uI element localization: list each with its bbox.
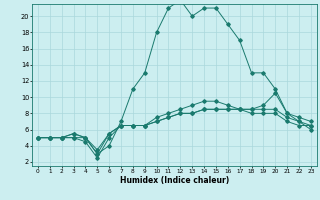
X-axis label: Humidex (Indice chaleur): Humidex (Indice chaleur) <box>120 176 229 185</box>
